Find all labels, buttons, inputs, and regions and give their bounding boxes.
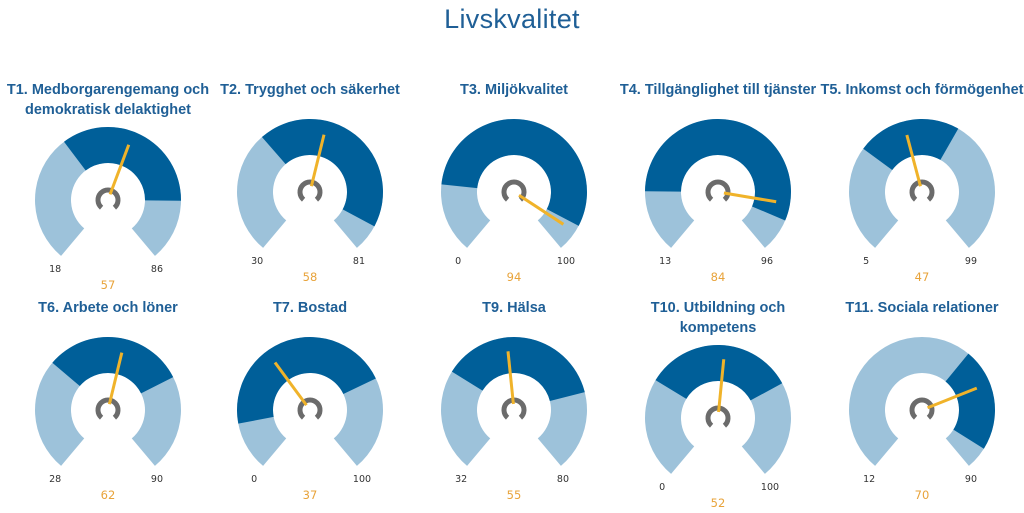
gauge-value-label: 57 <box>100 277 116 292</box>
gauge-value-label: 84 <box>710 269 726 284</box>
gauge-max-label: 86 <box>150 263 164 275</box>
gauge-pivot <box>95 397 121 420</box>
gauge-needle <box>273 361 308 407</box>
gauge-min-label: 0 <box>455 255 462 267</box>
gauge-10: T11. Sociala relationer 12 90 70 <box>820 298 1024 513</box>
gauge-band <box>945 353 995 449</box>
gauge-pivot <box>705 179 731 202</box>
gauge-title: T6. Arbete och löner <box>38 300 178 316</box>
gauge-band <box>655 345 783 401</box>
gauge-min-label: 0 <box>659 481 666 493</box>
gauge-max-label: 100 <box>556 255 576 267</box>
gauge-min-label: 30 <box>251 255 264 267</box>
gauge-band <box>261 118 384 227</box>
gauge-title: T10. Utbildning och kompetens <box>650 300 786 336</box>
gauge-title: T3. Miljökvalitet <box>460 82 568 98</box>
gauge-needle <box>518 194 565 226</box>
gauge-svg <box>35 336 181 466</box>
gauge-min-label: 28 <box>49 473 62 485</box>
gauge-pivot <box>297 179 323 202</box>
gauge-max-label: 81 <box>352 255 366 267</box>
gauge-svg <box>849 118 995 248</box>
gauge-min-label: 0 <box>251 473 258 485</box>
gauge-needle <box>108 144 131 195</box>
gauge-pivot <box>95 187 121 210</box>
gauge-value-label: 52 <box>710 495 726 510</box>
gauge-title: T2. Trygghet och säkerhet <box>220 82 400 98</box>
gauge-svg <box>849 336 995 466</box>
gauge-value-label: 58 <box>302 269 318 284</box>
gauge-needle <box>717 359 726 413</box>
gauge-2: T2. Trygghet och säkerhet 30 81 58 <box>208 80 412 295</box>
gauge-needle <box>905 134 922 187</box>
gauge-title: T7. Bostad <box>272 300 348 316</box>
gauge-7: T7. Bostad 0 100 37 <box>208 298 412 513</box>
gauge-svg <box>645 118 791 248</box>
gauge-6: T6. Arbete och löner 28 90 62 <box>6 298 210 513</box>
gauge-title: T11. Sociala relationer <box>845 300 999 316</box>
gauge-svg <box>441 336 587 466</box>
gauge-value-label: 55 <box>506 487 522 502</box>
page-title: Livskvalitet <box>444 4 580 34</box>
gauge-title: T9. Hälsa <box>482 300 546 316</box>
gauge-3: T3. Miljökvalitet 0 100 94 <box>412 80 616 295</box>
gauge-needle <box>309 134 326 187</box>
gauge-min-label: 32 <box>455 473 468 485</box>
gauge-pivot <box>909 397 935 420</box>
gauge-title: T5. Inkomst och förmögenhet <box>820 82 1024 98</box>
gauge-needle <box>927 386 978 410</box>
gauge-value-label: 47 <box>914 269 930 284</box>
gauge-max-label: 80 <box>556 473 570 485</box>
gauge-max-label: 99 <box>964 255 978 267</box>
gauge-max-label: 96 <box>760 255 774 267</box>
gauge-value-label: 37 <box>302 487 318 502</box>
gauge-grid: T1. Medborgarengemang och demokratisk de… <box>6 80 1024 510</box>
gauge-svg <box>441 118 588 248</box>
gauge-4: T4. Tillgänglighet till tjänster 13 96 84 <box>616 80 820 295</box>
gauge-value-label: 94 <box>506 269 522 284</box>
gauge-pivot <box>909 179 935 202</box>
gauge-pivot <box>501 179 527 202</box>
gauge-value-label: 62 <box>100 487 116 502</box>
gauge-band <box>451 337 585 401</box>
gauge-band <box>441 118 588 226</box>
gauge-needle <box>723 191 777 204</box>
gauge-needle <box>506 351 515 405</box>
gauge-min-label: 12 <box>863 473 876 485</box>
gauge-needle <box>107 352 124 405</box>
gauge-max-label: 100 <box>352 473 372 485</box>
gauge-pivot <box>297 397 323 420</box>
gauge-band <box>645 119 791 221</box>
gauge-title: T1. Medborgarengemang och demokratisk de… <box>6 82 210 118</box>
gauge-band <box>236 337 376 424</box>
gauge-1: T1. Medborgarengemang och demokratisk de… <box>6 80 210 295</box>
gauge-svg <box>237 118 384 248</box>
gauge-5: T5. Inkomst och förmögenhet 5 99 47 <box>820 80 1024 295</box>
gauge-svg <box>236 336 383 466</box>
gauge-min-label: 5 <box>863 255 870 267</box>
gauge-8: T9. Hälsa 32 80 55 <box>412 298 616 513</box>
gauge-band <box>52 337 174 394</box>
gauge-max-label: 100 <box>760 481 780 493</box>
gauge-min-label: 13 <box>659 255 672 267</box>
gauge-min-label: 18 <box>49 263 62 275</box>
gauge-9: T10. Utbildning och kompetens 0 100 52 <box>616 298 820 513</box>
gauge-title: T4. Tillgänglighet till tjänster <box>619 82 817 98</box>
gauge-svg <box>35 126 182 256</box>
gauge-svg <box>645 344 791 474</box>
gauge-value-label: 70 <box>914 487 930 502</box>
gauge-max-label: 90 <box>150 473 164 485</box>
gauge-max-label: 90 <box>964 473 978 485</box>
